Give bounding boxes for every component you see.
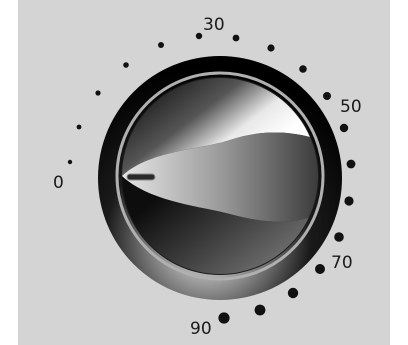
scale-tick-dot <box>254 304 266 316</box>
scale-label-90: 90 <box>190 319 212 339</box>
scale-tick-dot <box>95 90 101 96</box>
scale-label-50: 50 <box>340 97 362 117</box>
scale-tick-dot <box>344 196 354 206</box>
scale-tick-dot <box>346 159 356 169</box>
knob-ring <box>115 71 325 281</box>
scale-tick-dot <box>158 42 164 48</box>
scale-tick-dot <box>339 123 349 133</box>
scale-tick-dot <box>267 44 275 52</box>
scale-tick-dot <box>195 32 203 40</box>
scale-tick-dot <box>299 65 307 73</box>
knob-pointer-icon <box>126 173 156 181</box>
scale-tick-dot <box>123 62 129 68</box>
scale-tick-dot <box>76 124 82 130</box>
scale-label-0: 0 <box>53 173 64 193</box>
scale-tick-dot <box>323 92 331 100</box>
scale-tick-dot <box>218 312 230 324</box>
scale-tick-dot <box>67 159 73 165</box>
scale-tick-dots <box>67 32 356 324</box>
rotary-knob-icon[interactable] <box>98 56 342 300</box>
scale-label-70: 70 <box>331 253 353 273</box>
scale-tick-dot <box>287 287 299 299</box>
knob-grip-ridge <box>122 132 318 222</box>
scale-tick-dot <box>315 264 325 274</box>
scale-label-30: 30 <box>203 15 225 35</box>
scale-tick-dot <box>232 34 240 42</box>
scale-tick-dot <box>334 232 344 242</box>
